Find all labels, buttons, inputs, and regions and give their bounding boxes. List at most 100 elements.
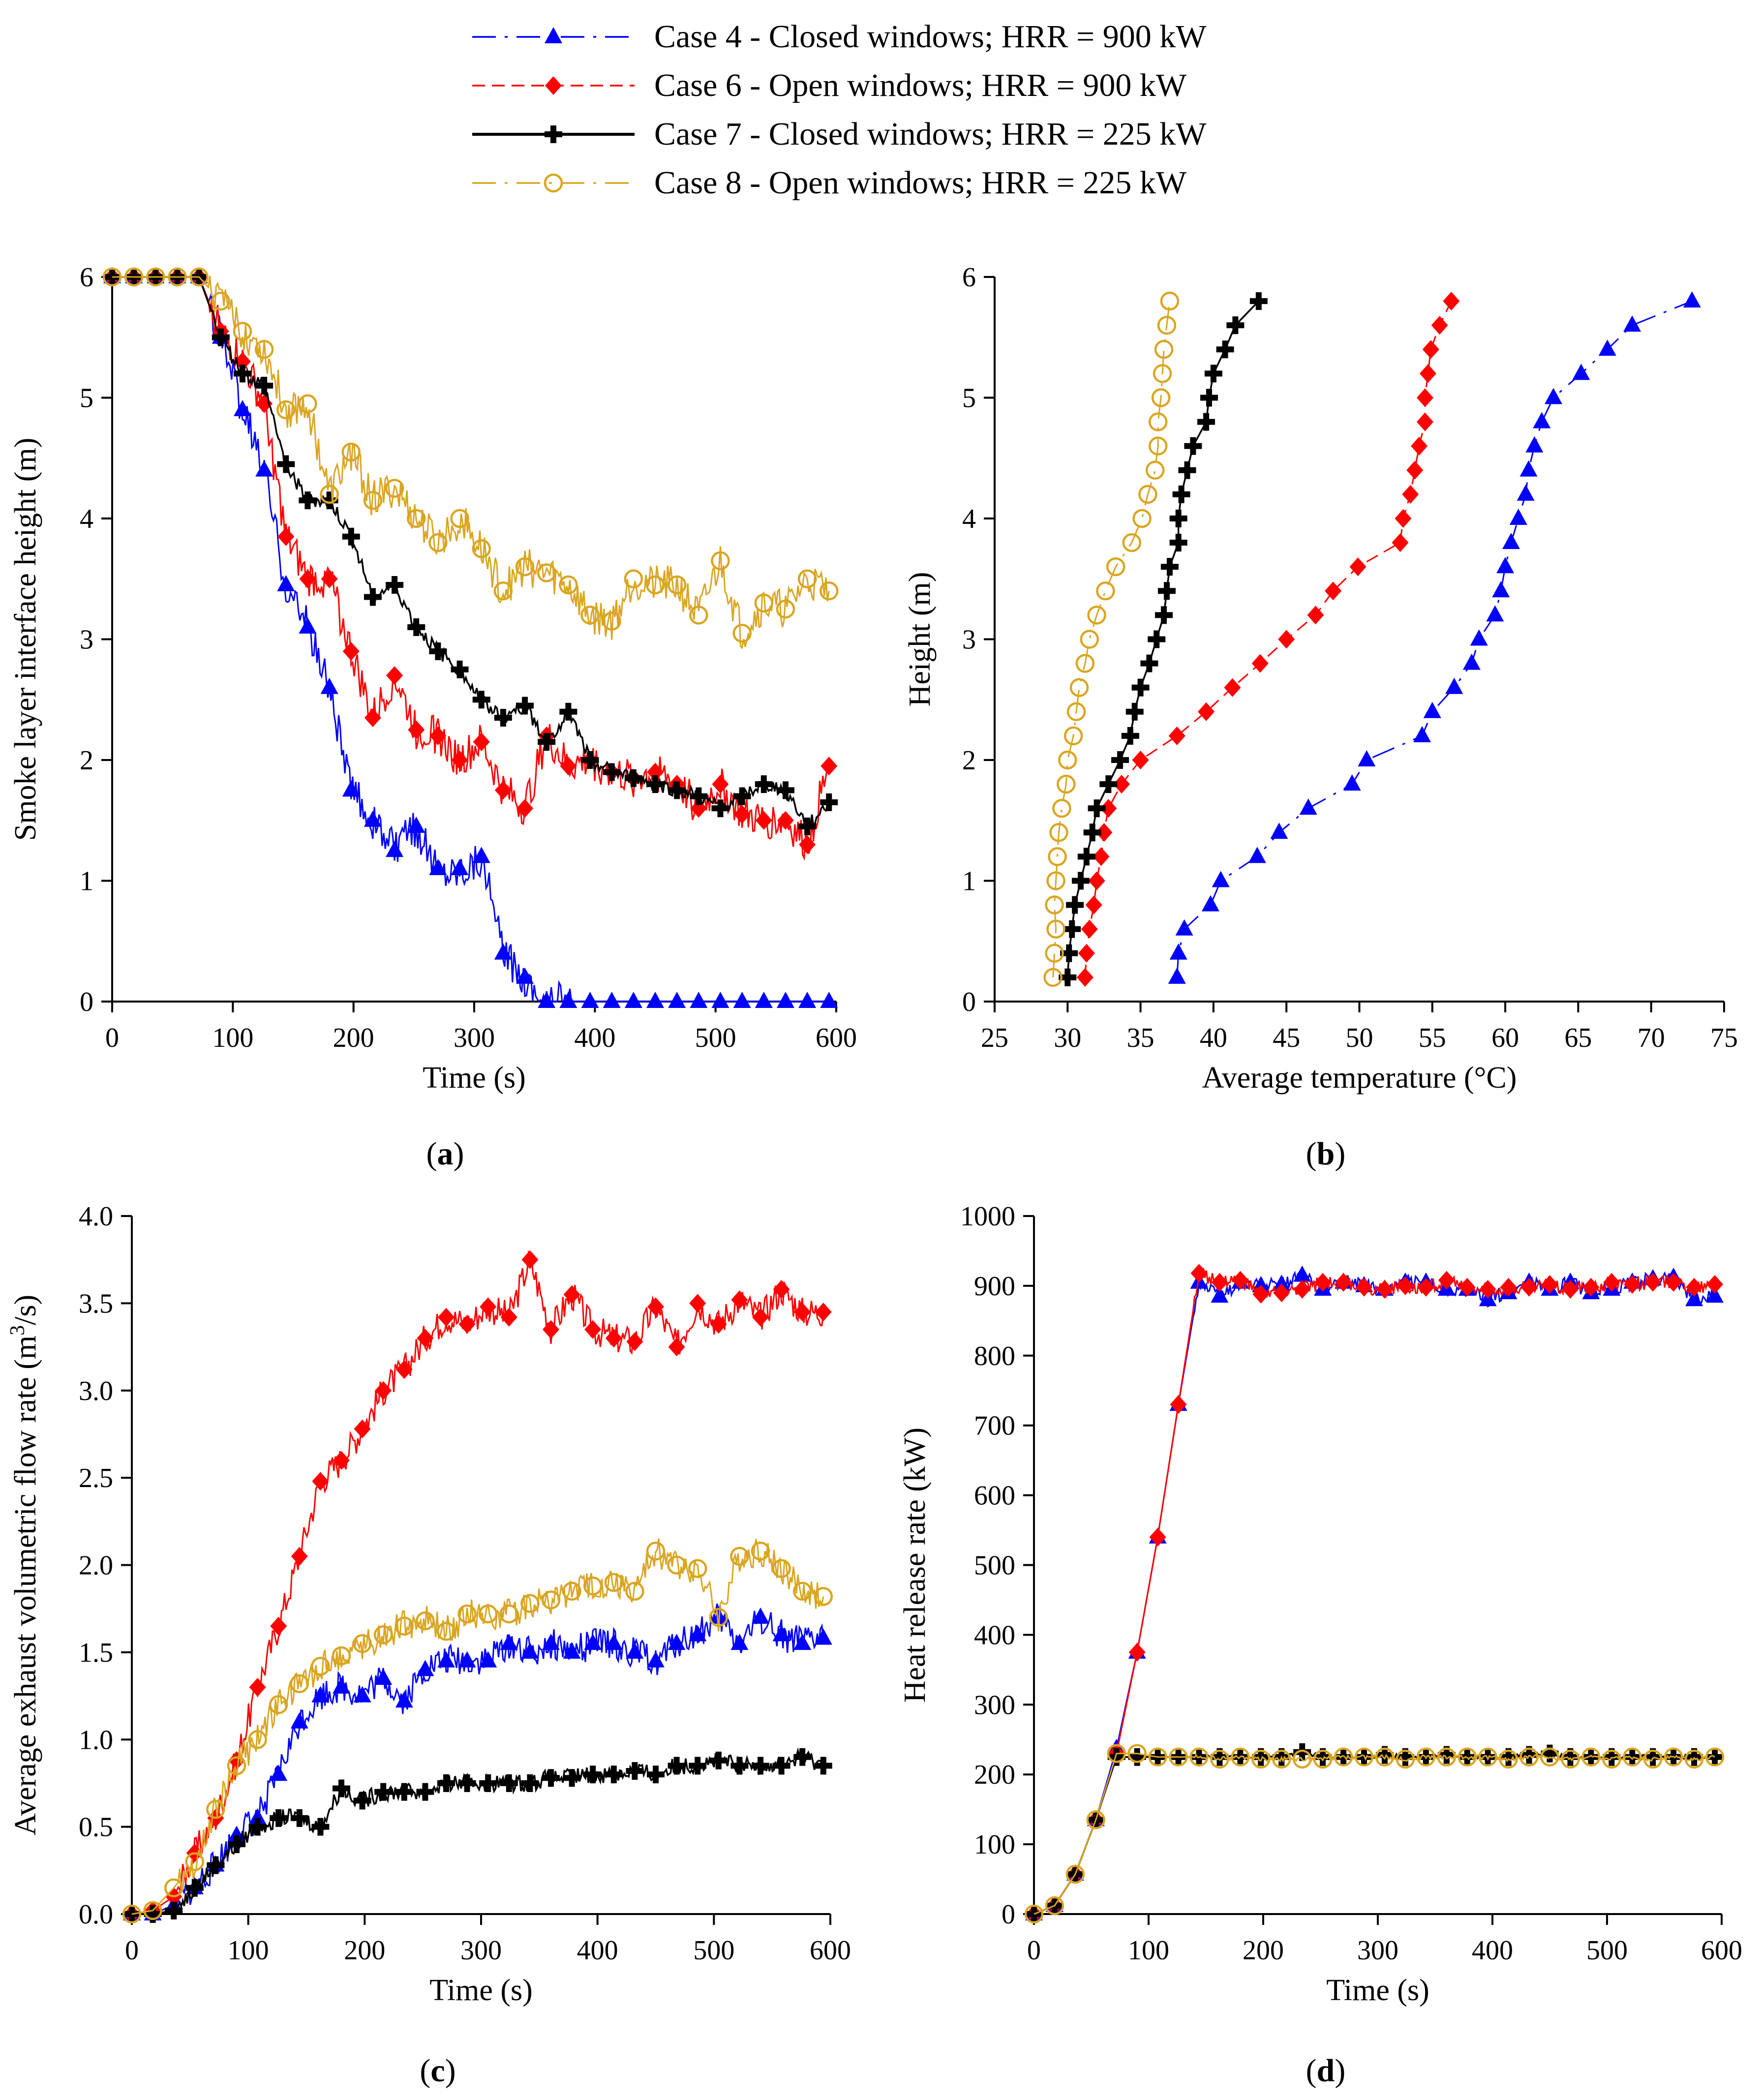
series-case7[interactable] [1059,292,1268,986]
series-line-case4 [1176,300,1693,977]
panel-d-chart: 0 100 200 300 400 500 600 0 100 200 300 400 500 600 70… [898,1201,1742,2007]
data-point-case7 [689,1757,707,1775]
y-tick-label: 1000 [960,1201,1015,1232]
data-point-case7 [1059,968,1077,986]
data-point-case8 [820,581,839,601]
series-line-case6 [1033,1268,1716,1915]
data-point-case4 [1572,364,1590,380]
y-tick-label: 800 [974,1341,1015,1371]
data-point-case4 [416,1660,434,1676]
data-point-case8 [395,1616,414,1636]
series-case4[interactable] [1025,1265,1724,1920]
series-case4[interactable] [1168,291,1701,984]
legend-entry-case6[interactable]: Case 6 - Open windows; HRR = 900 kW [472,67,1187,103]
y-tick-label: 3 [962,625,976,655]
x-tick-label: 45 [1273,1023,1300,1053]
data-point-case4 [1462,653,1481,670]
series-case7[interactable] [103,268,838,836]
y-tick-label: 0 [962,987,976,1017]
data-point-case6 [1416,388,1433,407]
series-line-case8 [112,275,830,649]
data-point-case8 [269,1695,288,1714]
data-point-case7 [1121,727,1139,745]
data-point-case8 [206,1799,225,1819]
y-tick-label: 500 [974,1551,1015,1581]
x-tick-label: 400 [1472,1935,1513,1966]
x-tick-label: 30 [1054,1023,1081,1053]
legend-label-case6: Case 6 - Open windows; HRR = 900 kW [654,67,1187,103]
data-point-case4 [624,992,642,1008]
data-point-case6 [1406,460,1424,480]
data-point-case7 [538,733,556,751]
series-case6[interactable] [1026,1264,1724,1923]
data-point-case8 [730,1547,749,1566]
data-point-case6 [1397,1276,1414,1295]
data-point-case6 [1170,1395,1187,1414]
series-case8[interactable] [1024,1744,1725,1924]
data-point-case8 [688,1559,707,1578]
data-point-case8 [1065,1864,1085,1884]
data-point-case8 [1096,581,1115,601]
data-point-case8 [320,485,339,504]
y-tick-label: 600 [974,1481,1015,1511]
data-point-case4 [1544,388,1562,404]
data-point-case8 [751,1541,770,1561]
data-point-case8 [168,267,187,287]
x-tick-label: 200 [333,1023,374,1053]
data-point-case6 [1076,968,1093,987]
data-point-case6 [647,1297,664,1316]
data-point-case7 [1216,340,1234,359]
data-point-case6 [1500,1278,1517,1297]
data-point-case8 [1080,630,1099,649]
data-point-case4 [755,992,773,1008]
data-point-case6 [1278,630,1295,649]
data-point-case8 [1066,702,1086,722]
data-point-case6 [1402,485,1419,504]
data-point-case6 [333,1451,350,1470]
data-point-case4 [793,1634,812,1650]
data-point-case8 [1189,1747,1209,1766]
series-case6[interactable] [104,268,838,861]
y-tick-label: 0.0 [79,1899,113,1930]
data-point-case8 [1169,1747,1188,1766]
data-point-case4 [776,992,794,1008]
data-point-case6 [270,1616,287,1636]
legend-entry-case8[interactable]: Case 8 - Open windows; HRR = 225 kW [472,165,1187,201]
y-axis-label: Height (m) [903,572,937,707]
y-tick-label: 900 [974,1271,1015,1302]
data-point-case6 [1095,823,1113,842]
data-point-case4 [255,460,273,477]
data-point-case6 [605,1329,622,1348]
data-point-case8 [1048,847,1067,866]
series-case8[interactable] [122,1537,833,1924]
data-point-case8 [332,1646,351,1666]
series-case7[interactable] [123,1747,832,1923]
series-case4[interactable] [103,267,838,1008]
data-point-case6 [395,1360,413,1379]
legend-entry-case4[interactable]: Case 4 - Closed windows; HRR = 900 kW [472,19,1207,55]
data-point-case6 [494,781,512,800]
series-case6[interactable] [1076,292,1460,987]
data-point-case6 [1325,581,1342,601]
x-tick-label: 0 [125,1935,139,1966]
data-point-case6 [417,1329,434,1348]
series-case6[interactable] [123,1250,832,1923]
data-point-case6 [1582,1278,1600,1297]
data-point-case4 [1445,677,1463,694]
series-case7[interactable] [1025,1743,1724,1923]
data-point-case8 [290,1674,309,1693]
data-point-case6 [712,775,729,794]
data-point-case6 [820,757,838,776]
data-point-case7 [342,527,360,546]
y-tick-label: 2.5 [79,1463,113,1493]
series-case8[interactable] [1043,291,1180,987]
legend-entry-case7[interactable]: Case 7 - Closed windows; HRR = 225 kW [472,116,1207,152]
data-point-case8 [1058,750,1077,770]
data-point-case6 [291,1547,308,1566]
data-point-case8 [646,1541,666,1561]
data-point-case4 [563,1642,581,1659]
data-point-case8 [580,606,600,625]
data-point-case4 [1343,774,1361,791]
series-case8[interactable] [102,267,839,649]
data-point-case6 [1706,1275,1724,1294]
